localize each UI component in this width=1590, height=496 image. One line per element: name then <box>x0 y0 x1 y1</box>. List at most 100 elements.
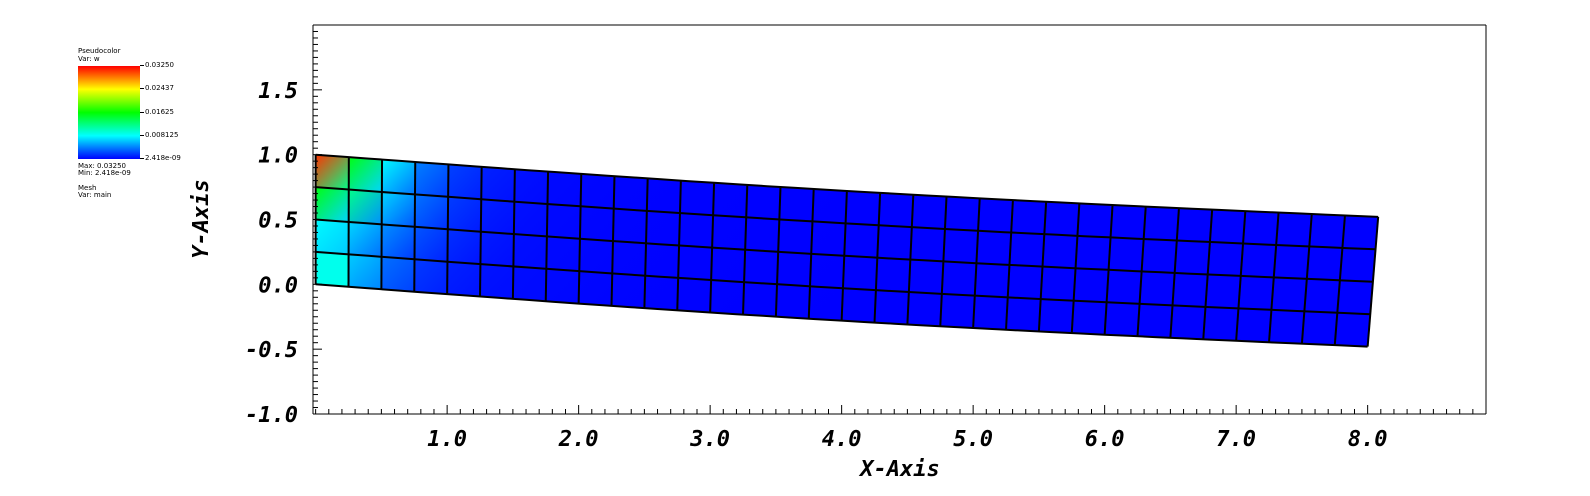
mesh-cell <box>579 206 614 241</box>
mesh-cell <box>481 166 515 202</box>
colorbar-label: 0.02437 <box>145 84 174 92</box>
mesh-cell <box>1106 269 1142 304</box>
mesh-cell <box>1243 211 1279 245</box>
colorbar-label: 0.008125 <box>145 131 179 139</box>
mesh-cell <box>711 247 746 283</box>
mesh-cell <box>578 271 613 306</box>
mesh-cell <box>841 288 876 323</box>
mesh-line-vertical <box>1202 209 1214 340</box>
mesh-cell <box>579 238 613 274</box>
mesh-cell <box>710 280 745 315</box>
mesh-line-vertical <box>1268 212 1280 343</box>
legend-min: Min: 2.418e-09 <box>78 169 131 177</box>
mesh-cell <box>1240 243 1277 278</box>
mesh-cell <box>447 261 481 297</box>
mesh-cell <box>1339 247 1376 282</box>
y-tick-label: 0.0 <box>258 273 298 298</box>
mesh-cell <box>908 259 944 294</box>
mesh-cell <box>480 199 515 235</box>
mesh-cell <box>945 196 980 231</box>
mesh-line-vertical <box>413 161 417 292</box>
mesh-line-vertical <box>972 198 981 329</box>
mesh-line-vertical <box>1300 213 1313 344</box>
mesh-cell <box>546 204 581 239</box>
x-tick-label: 7.0 <box>1216 427 1256 452</box>
mesh-cell <box>910 227 945 262</box>
mesh-cell <box>1110 205 1146 239</box>
mesh-cell <box>745 217 780 252</box>
mesh-cell <box>1038 299 1074 334</box>
colorbar <box>78 66 140 159</box>
mesh-line-vertical <box>774 186 782 317</box>
mesh-cell <box>1205 274 1241 309</box>
mesh-cell <box>978 198 1013 233</box>
mesh-cell <box>845 191 881 226</box>
tick-labels: 1.0 2.0 3.0 4.0 5.0 6.0 7.0 8.0 -1.0 -0.… <box>245 79 1388 452</box>
mesh-cell <box>1207 242 1243 276</box>
mesh-cell <box>414 194 449 230</box>
colorbar-label: 0.01625 <box>145 108 174 116</box>
mesh-cell <box>512 266 547 302</box>
mesh-line-vertical <box>873 192 882 323</box>
mesh-cell <box>973 295 1008 330</box>
mesh-line-vertical <box>1169 208 1180 338</box>
mesh-line-vertical <box>544 171 550 302</box>
mesh-cell <box>613 176 648 211</box>
mesh-cell <box>1073 268 1109 303</box>
mesh-cell <box>810 253 845 289</box>
mesh-line-vertical <box>709 182 716 313</box>
mesh-line-vertical <box>643 178 649 309</box>
mesh-cell <box>613 208 647 244</box>
mesh-line-vertical <box>1103 204 1114 335</box>
mesh-cell <box>1334 312 1371 347</box>
mesh-cell <box>778 219 813 254</box>
mesh-cell <box>348 157 382 192</box>
ticks <box>313 30 1487 415</box>
mesh-cell <box>480 231 514 267</box>
mesh-cell <box>1172 273 1208 307</box>
mesh-cell <box>513 234 547 269</box>
y-tick-label: 1.0 <box>258 144 298 169</box>
mesh-line-vertical <box>479 166 483 297</box>
mesh-line-vertical <box>446 164 450 295</box>
mesh-cell <box>974 263 1010 298</box>
mesh-cell <box>808 286 843 321</box>
mesh-cell <box>779 187 814 222</box>
x-tick-label: 4.0 <box>822 427 862 452</box>
mesh-cell <box>415 162 449 197</box>
mesh-cell <box>1170 305 1206 340</box>
mesh-cell <box>447 196 482 232</box>
mesh-cell <box>843 255 878 291</box>
mesh-cell <box>1040 266 1076 301</box>
mesh-cell <box>878 192 914 228</box>
mesh-cells <box>315 154 1379 347</box>
y-tick-label: -1.0 <box>245 403 298 428</box>
mesh-cell <box>875 257 911 292</box>
mesh-cell <box>480 264 514 299</box>
mesh-cell <box>547 171 582 207</box>
mesh-cell <box>1137 303 1173 338</box>
mesh-cell <box>1209 209 1246 244</box>
y-tick-label: 0.5 <box>258 209 298 234</box>
x-tick-label: 5.0 <box>953 427 993 452</box>
mesh-cell <box>1203 306 1239 341</box>
legend-plot-type: Pseudocolor <box>78 47 121 55</box>
mesh-line-vertical <box>610 176 616 306</box>
x-tick-label: 8.0 <box>1348 427 1388 452</box>
x-tick-label: 3.0 <box>689 427 730 452</box>
mesh-cell <box>743 282 777 317</box>
x-tick-label: 2.0 <box>558 427 599 452</box>
mesh-cell <box>1276 212 1312 247</box>
mesh-cell <box>381 224 415 260</box>
mesh-cell <box>812 189 847 224</box>
mesh-cell <box>1077 203 1113 238</box>
mesh-cell <box>381 192 415 227</box>
y-axis-title: Y-Axis <box>189 179 214 258</box>
mesh-cell <box>1306 246 1343 281</box>
colorbar-label: 0.03250 <box>145 61 174 69</box>
mesh-cell <box>1011 200 1047 235</box>
mesh-line-vertical <box>742 184 749 315</box>
mesh-cell <box>644 275 679 311</box>
mesh-cell <box>744 249 779 285</box>
mesh-cell <box>1075 235 1111 270</box>
